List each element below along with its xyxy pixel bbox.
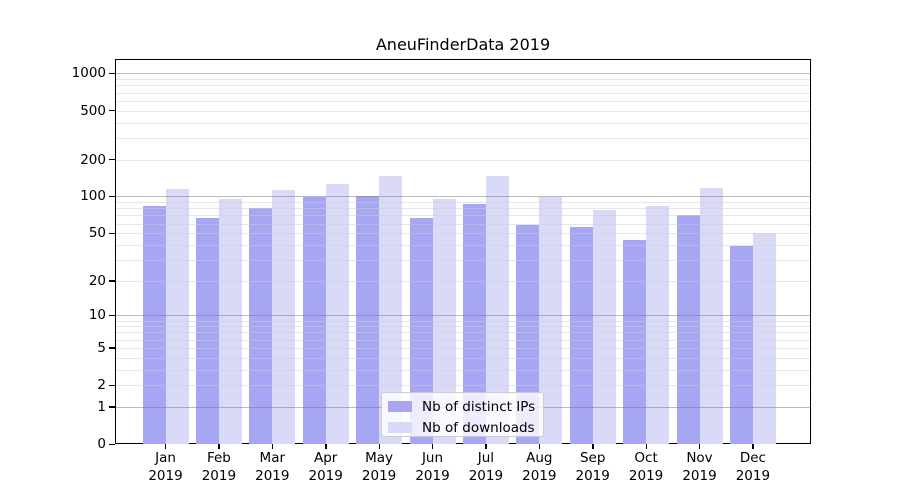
legend-item-distinct-ips: Nb of distinct IPs: [388, 398, 543, 415]
x-axis-tick-label: Nov 2019: [682, 450, 717, 484]
x-axis-tick-label: Sep 2019: [575, 450, 610, 484]
bar-distinct-ips-feb: [195, 218, 219, 444]
y-axis-tick-label: 10: [88, 307, 106, 324]
y-axis-tick-label: 1: [97, 398, 106, 415]
y-axis-tick-label: 2: [97, 377, 106, 394]
grid-line-minor: [116, 244, 810, 246]
grid-line-minor: [116, 347, 810, 349]
x-axis-tick: [271, 444, 274, 449]
bar-distinct-ips-oct: [623, 239, 647, 444]
grid-line-minor: [116, 110, 810, 112]
grid-line-minor: [116, 326, 810, 328]
y-axis-tick-label: 5: [97, 339, 106, 356]
grid-line-minor: [116, 159, 810, 161]
grid-line-minor: [116, 85, 810, 87]
bar-distinct-ips-may: [356, 195, 380, 444]
legend-swatch-distinct-ips: [388, 401, 412, 412]
plot-area: [115, 59, 811, 444]
y-axis-tick-label: 0: [97, 436, 106, 452]
bar-downloads-mar: [272, 189, 296, 444]
x-axis-tick: [752, 444, 754, 449]
x-axis-tick-label: Mar 2019: [255, 450, 290, 484]
grid-line-minor: [116, 280, 810, 282]
x-axis-tick: [325, 444, 327, 449]
y-axis-tick: [109, 232, 115, 234]
grid-line-minor: [116, 137, 810, 139]
bar-distinct-ips-dec: [729, 246, 753, 444]
grid-line-minor: [116, 100, 810, 102]
x-axis-tick-label: Dec 2019: [735, 450, 771, 484]
x-axis-tick: [645, 444, 647, 449]
x-axis-tick-label: Oct 2019: [628, 450, 664, 484]
legend-swatch-downloads: [388, 422, 412, 433]
grid-line-minor: [116, 320, 810, 322]
x-axis-tick: [218, 444, 220, 449]
bar-downloads-dec: [752, 233, 776, 444]
x-axis-tick: [378, 444, 380, 449]
grid-line-minor: [116, 369, 810, 371]
legend-item-downloads: Nb of downloads: [388, 419, 543, 436]
x-axis-tick: [699, 444, 701, 449]
y-axis-tick: [109, 72, 115, 75]
y-axis-tick: [109, 406, 115, 408]
y-axis-tick-label: 50: [88, 225, 106, 242]
grid-line-major: [116, 73, 810, 75]
bar-downloads-jul: [485, 175, 509, 444]
grid-line-minor: [116, 233, 810, 235]
x-axis-tick: [485, 444, 487, 449]
y-axis-tick-label: 100: [80, 188, 106, 205]
bar-downloads-oct: [646, 205, 670, 444]
x-axis-tick-label: Feb 2019: [201, 450, 237, 484]
y-axis-tick: [109, 110, 115, 112]
grid-line-major: [116, 196, 810, 198]
chart-title: AneuFinderData 2019: [375, 35, 551, 54]
grid-line-minor: [116, 259, 810, 261]
x-axis-tick: [538, 444, 541, 449]
bar-downloads-may: [379, 175, 403, 444]
grid-line-minor: [116, 332, 810, 334]
x-axis-tick-label: May 2019: [361, 450, 397, 484]
y-axis-tick: [109, 195, 115, 198]
bar-distinct-ips-jan: [142, 206, 166, 444]
bar-distinct-ips-jun: [409, 218, 433, 444]
y-axis-tick: [109, 314, 115, 317]
grid-line-minor: [116, 357, 810, 359]
grid-line-minor: [116, 122, 810, 124]
x-axis-tick: [165, 444, 167, 449]
y-axis-tick-label: 500: [80, 102, 106, 119]
y-axis-tick: [109, 280, 115, 282]
x-axis-tick: [592, 444, 594, 449]
y-axis-tick-label: 1000: [71, 65, 106, 82]
grid-line-minor: [116, 79, 810, 81]
grid-line-minor: [116, 92, 810, 94]
grid-line-minor: [116, 385, 810, 387]
bar-distinct-ips-mar: [249, 207, 273, 444]
x-axis-tick-label: Jul 2019: [468, 450, 504, 484]
x-axis-tick-label: Apr 2019: [308, 450, 343, 484]
grid-line-minor: [116, 223, 810, 225]
y-axis-tick: [109, 347, 115, 349]
legend-label-downloads: Nb of downloads: [422, 419, 535, 436]
y-axis-tick-label: 200: [80, 151, 106, 168]
grid-line-minor: [116, 339, 810, 341]
x-axis-tick: [432, 444, 434, 449]
grid-line-minor: [116, 215, 810, 217]
bar-distinct-ips-nov: [676, 214, 700, 444]
bar-distinct-ips-jul: [462, 204, 486, 444]
x-axis-tick-label: Jan 2019: [148, 450, 183, 484]
y-axis-tick-label: 20: [88, 272, 106, 289]
grid-line-minor: [116, 202, 810, 204]
y-axis-tick: [109, 159, 115, 161]
legend: Nb of distinct IPs Nb of downloads: [381, 392, 544, 437]
legend-label-distinct-ips: Nb of distinct IPs: [422, 398, 536, 415]
grid-line-major: [116, 315, 810, 317]
bar-downloads-apr: [325, 184, 349, 444]
x-axis-tick-label: Aug 2019: [522, 450, 557, 484]
grid-line-minor: [116, 208, 810, 210]
bar-distinct-ips-aug: [516, 225, 540, 444]
y-axis-tick: [109, 384, 115, 386]
y-axis-tick: [109, 443, 115, 445]
x-axis-tick-label: Jun 2019: [415, 450, 450, 484]
